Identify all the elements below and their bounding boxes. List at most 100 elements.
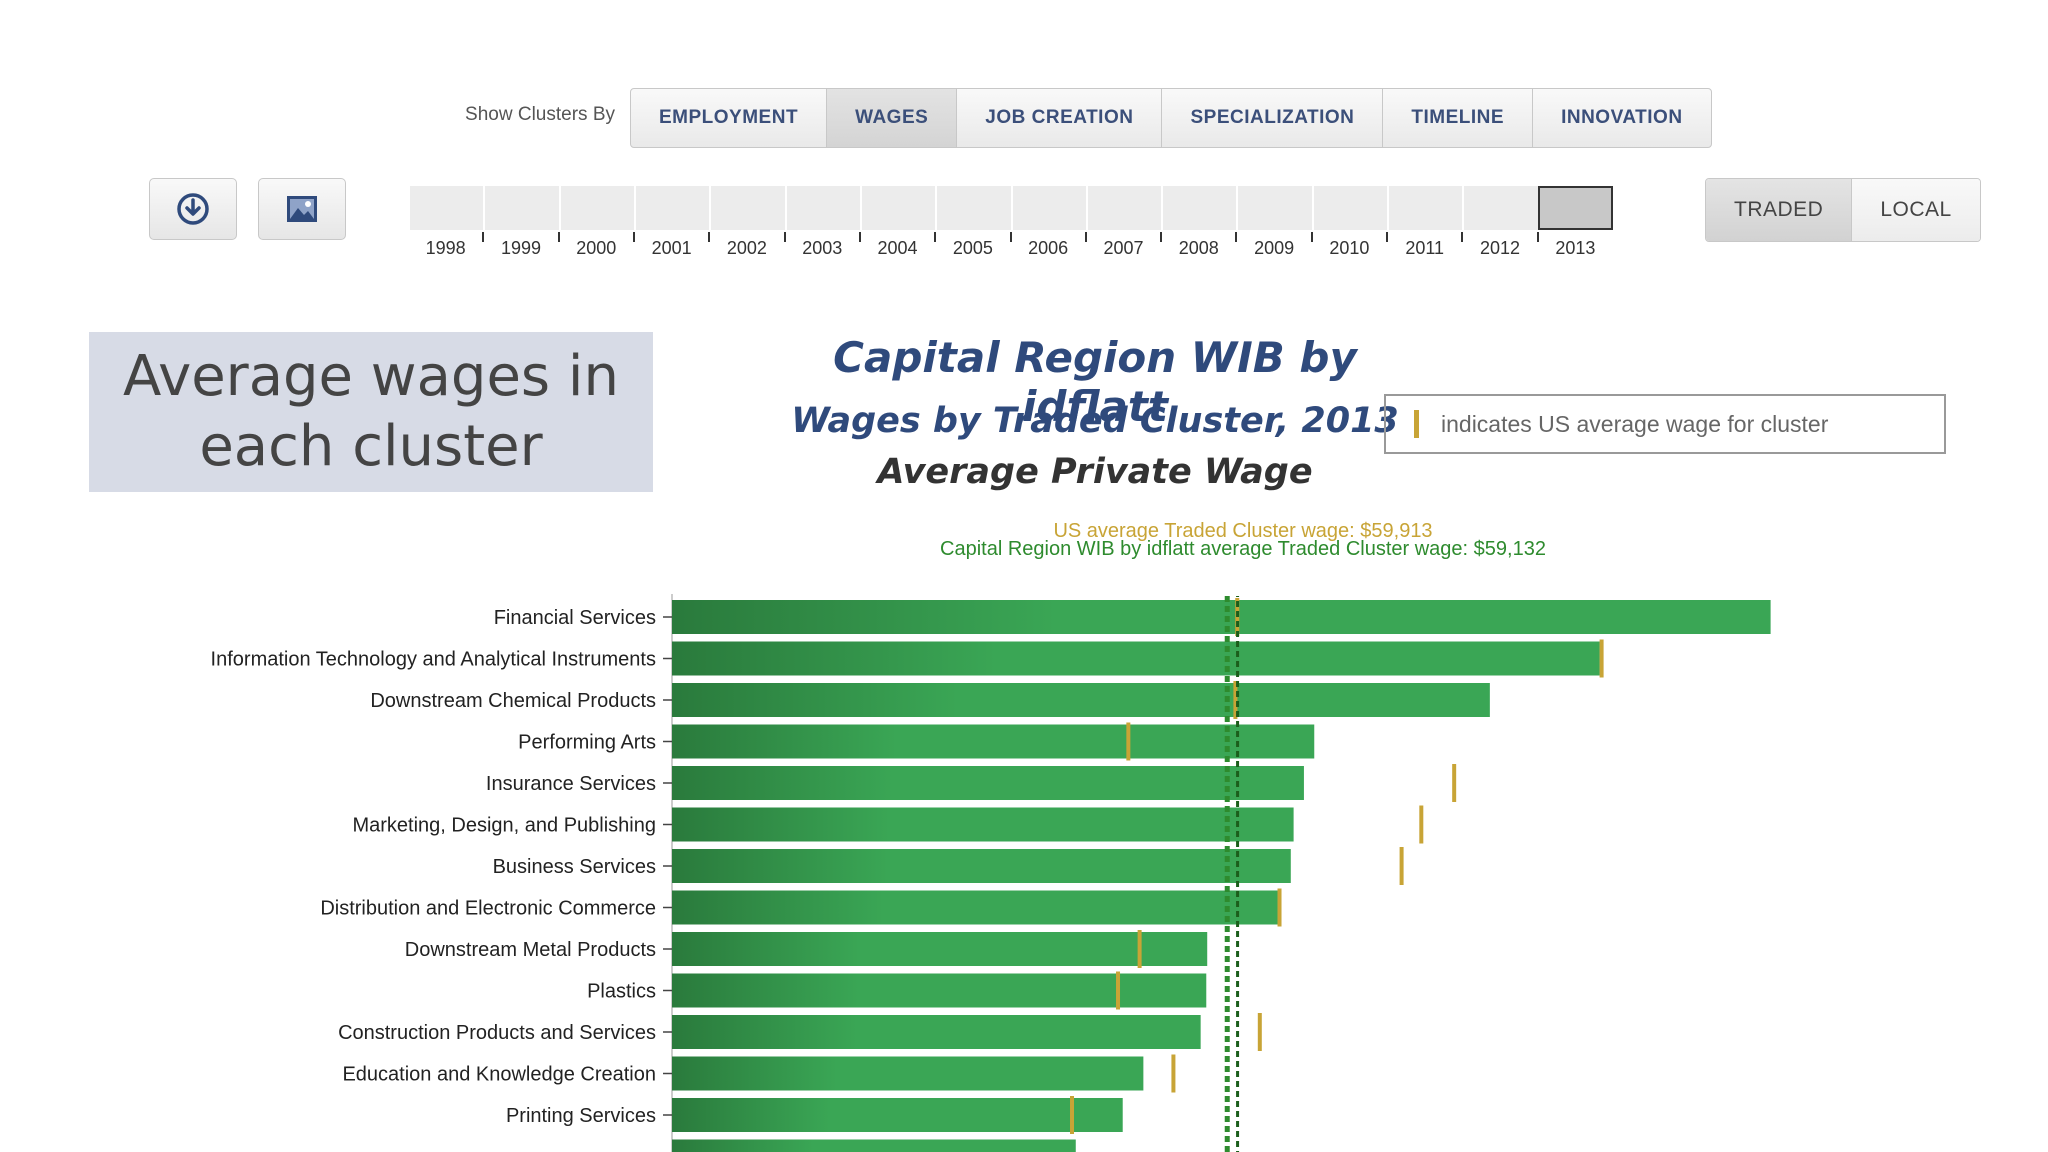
year-label-2000: 2000 — [576, 238, 617, 258]
us-average-marker-swatch — [1414, 410, 1419, 438]
callout-line-2: each cluster — [199, 414, 543, 479]
timeline-segment-2005[interactable] — [935, 186, 1010, 230]
year-label-2011: 2011 — [1405, 238, 1445, 258]
category-label: Performing Arts — [518, 732, 656, 754]
timeline-segment-2002[interactable] — [709, 186, 784, 230]
us-average-marker — [1116, 971, 1121, 1010]
timeline-segment-2000[interactable] — [558, 186, 634, 230]
year-tick — [1461, 232, 1464, 242]
year-label-2003: 2003 — [802, 238, 843, 258]
year-label-2004: 2004 — [877, 238, 918, 258]
image-icon — [287, 196, 317, 222]
wage-bar — [672, 973, 1207, 1008]
year-tick — [934, 232, 937, 242]
mode-traded[interactable]: TRADED — [1706, 179, 1853, 241]
year-tick — [482, 232, 485, 242]
timeline-segment-2011[interactable] — [1387, 186, 1462, 230]
wage-bar — [672, 724, 1315, 759]
tab-specialization[interactable]: SPECIALIZATION — [1162, 89, 1384, 147]
year-label-2002: 2002 — [726, 238, 767, 258]
legend: indicates US average wage for cluster — [1384, 394, 1946, 454]
chart-title: Capital Region WIB by idflatt — [833, 333, 1357, 431]
category-label: Marketing, Design, and Publishing — [352, 815, 656, 837]
regional-average-line-label: Capital Region WIB by idflatt average Tr… — [940, 538, 1546, 560]
category-label: Plastics — [587, 981, 656, 1003]
year-timeline-slider[interactable] — [408, 186, 1613, 230]
category-label: Information Technology and Analytical In… — [211, 649, 656, 671]
year-tick — [1084, 232, 1087, 242]
year-label-2010: 2010 — [1329, 238, 1370, 258]
year-label-2007: 2007 — [1103, 238, 1144, 258]
year-label-2008: 2008 — [1178, 238, 1219, 258]
timeline-segment-2004[interactable] — [859, 186, 935, 230]
timeline-segment-2007[interactable] — [1085, 186, 1161, 230]
wage-bar — [672, 641, 1600, 676]
tab-wages[interactable]: WAGES — [827, 89, 958, 147]
category-label: Business Services — [493, 856, 656, 878]
tab-innovation[interactable]: INNOVATION — [1561, 107, 1683, 128]
us-average-marker — [1070, 1096, 1075, 1134]
us-average-marker — [1399, 847, 1404, 885]
wage-bar — [672, 932, 1208, 966]
year-tick — [1386, 232, 1389, 242]
callout-box: Average wages in each cluster — [89, 332, 653, 492]
wage-bar — [672, 683, 1490, 717]
wage-bar — [672, 1098, 1123, 1132]
traded-local-toggle: TRADED LOCAL — [1705, 178, 1981, 242]
category-label: Construction Products and Services — [338, 1022, 656, 1044]
us-average-marker — [1419, 805, 1424, 844]
year-tick — [858, 232, 861, 242]
timeline-segment-2010[interactable] — [1311, 186, 1387, 230]
tab-employment[interactable]: EMPLOYMENT — [631, 89, 828, 147]
year-tick — [783, 232, 786, 242]
tab-job-creation[interactable]: JOB CREATION — [957, 89, 1163, 147]
timeline-segment-1999[interactable] — [483, 186, 558, 230]
category-label: Printing Services — [506, 1105, 656, 1127]
year-tick — [1536, 232, 1539, 242]
year-label-2009: 2009 — [1254, 238, 1295, 258]
year-label-1999: 1999 — [500, 238, 541, 258]
chart-subtitle: Wages by Traded Cluster, 2013 — [791, 401, 1399, 441]
timeline-segment-1998[interactable] — [408, 186, 483, 230]
wage-bar — [672, 890, 1278, 925]
year-tick — [1009, 232, 1012, 242]
tab-timeline[interactable]: TIMELINE — [1383, 89, 1534, 147]
timeline-segment-2009[interactable] — [1236, 186, 1311, 230]
callout-line-1: Average wages in — [123, 344, 619, 409]
category-label: Education and Knowledge Creation — [342, 1064, 656, 1086]
timeline-segment-2012[interactable] — [1462, 186, 1537, 230]
timeline-segment-2001[interactable] — [633, 186, 709, 230]
year-tick — [1160, 232, 1163, 242]
wage-bar — [672, 766, 1304, 800]
year-label-2013: 2013 — [1555, 238, 1596, 258]
timeline-segment-2003[interactable] — [784, 186, 860, 230]
download-icon — [177, 193, 209, 225]
wage-bar — [672, 600, 1771, 634]
us-average-marker — [1452, 764, 1457, 802]
year-label-2012: 2012 — [1480, 238, 1521, 258]
timeline-segment-2006[interactable] — [1010, 186, 1086, 230]
category-label: Distribution and Electronic Commerce — [320, 898, 656, 920]
download-button[interactable] — [149, 178, 237, 240]
timeline-segment-2008[interactable] — [1161, 186, 1236, 230]
us-average-marker — [1137, 930, 1142, 968]
year-tick — [557, 232, 560, 242]
year-label-1998: 1998 — [425, 238, 466, 258]
legend-text: indicates US average wage for cluster — [1441, 410, 1829, 437]
year-tick — [1235, 232, 1238, 242]
year-tick — [1310, 232, 1313, 242]
us-average-marker — [1277, 888, 1282, 927]
category-label: Downstream Chemical Products — [370, 690, 656, 712]
us-average-marker — [1126, 722, 1131, 761]
year-tick — [632, 232, 635, 242]
us-average-marker — [1171, 1054, 1176, 1093]
cluster-view-tabs: EMPLOYMENT WAGES JOB CREATION SPECIALIZATIO… — [630, 88, 1712, 148]
wage-bar — [672, 807, 1294, 842]
wage-bar-cutoff — [672, 1139, 1076, 1152]
timeline-segment-2013[interactable] — [1537, 186, 1613, 230]
us-average-marker — [1599, 639, 1604, 678]
us-average-line-label: US average Traded Cluster wage: $59,913 — [1053, 520, 1432, 542]
export-image-button[interactable] — [258, 178, 346, 240]
mode-local[interactable]: LOCAL — [1852, 179, 1980, 241]
